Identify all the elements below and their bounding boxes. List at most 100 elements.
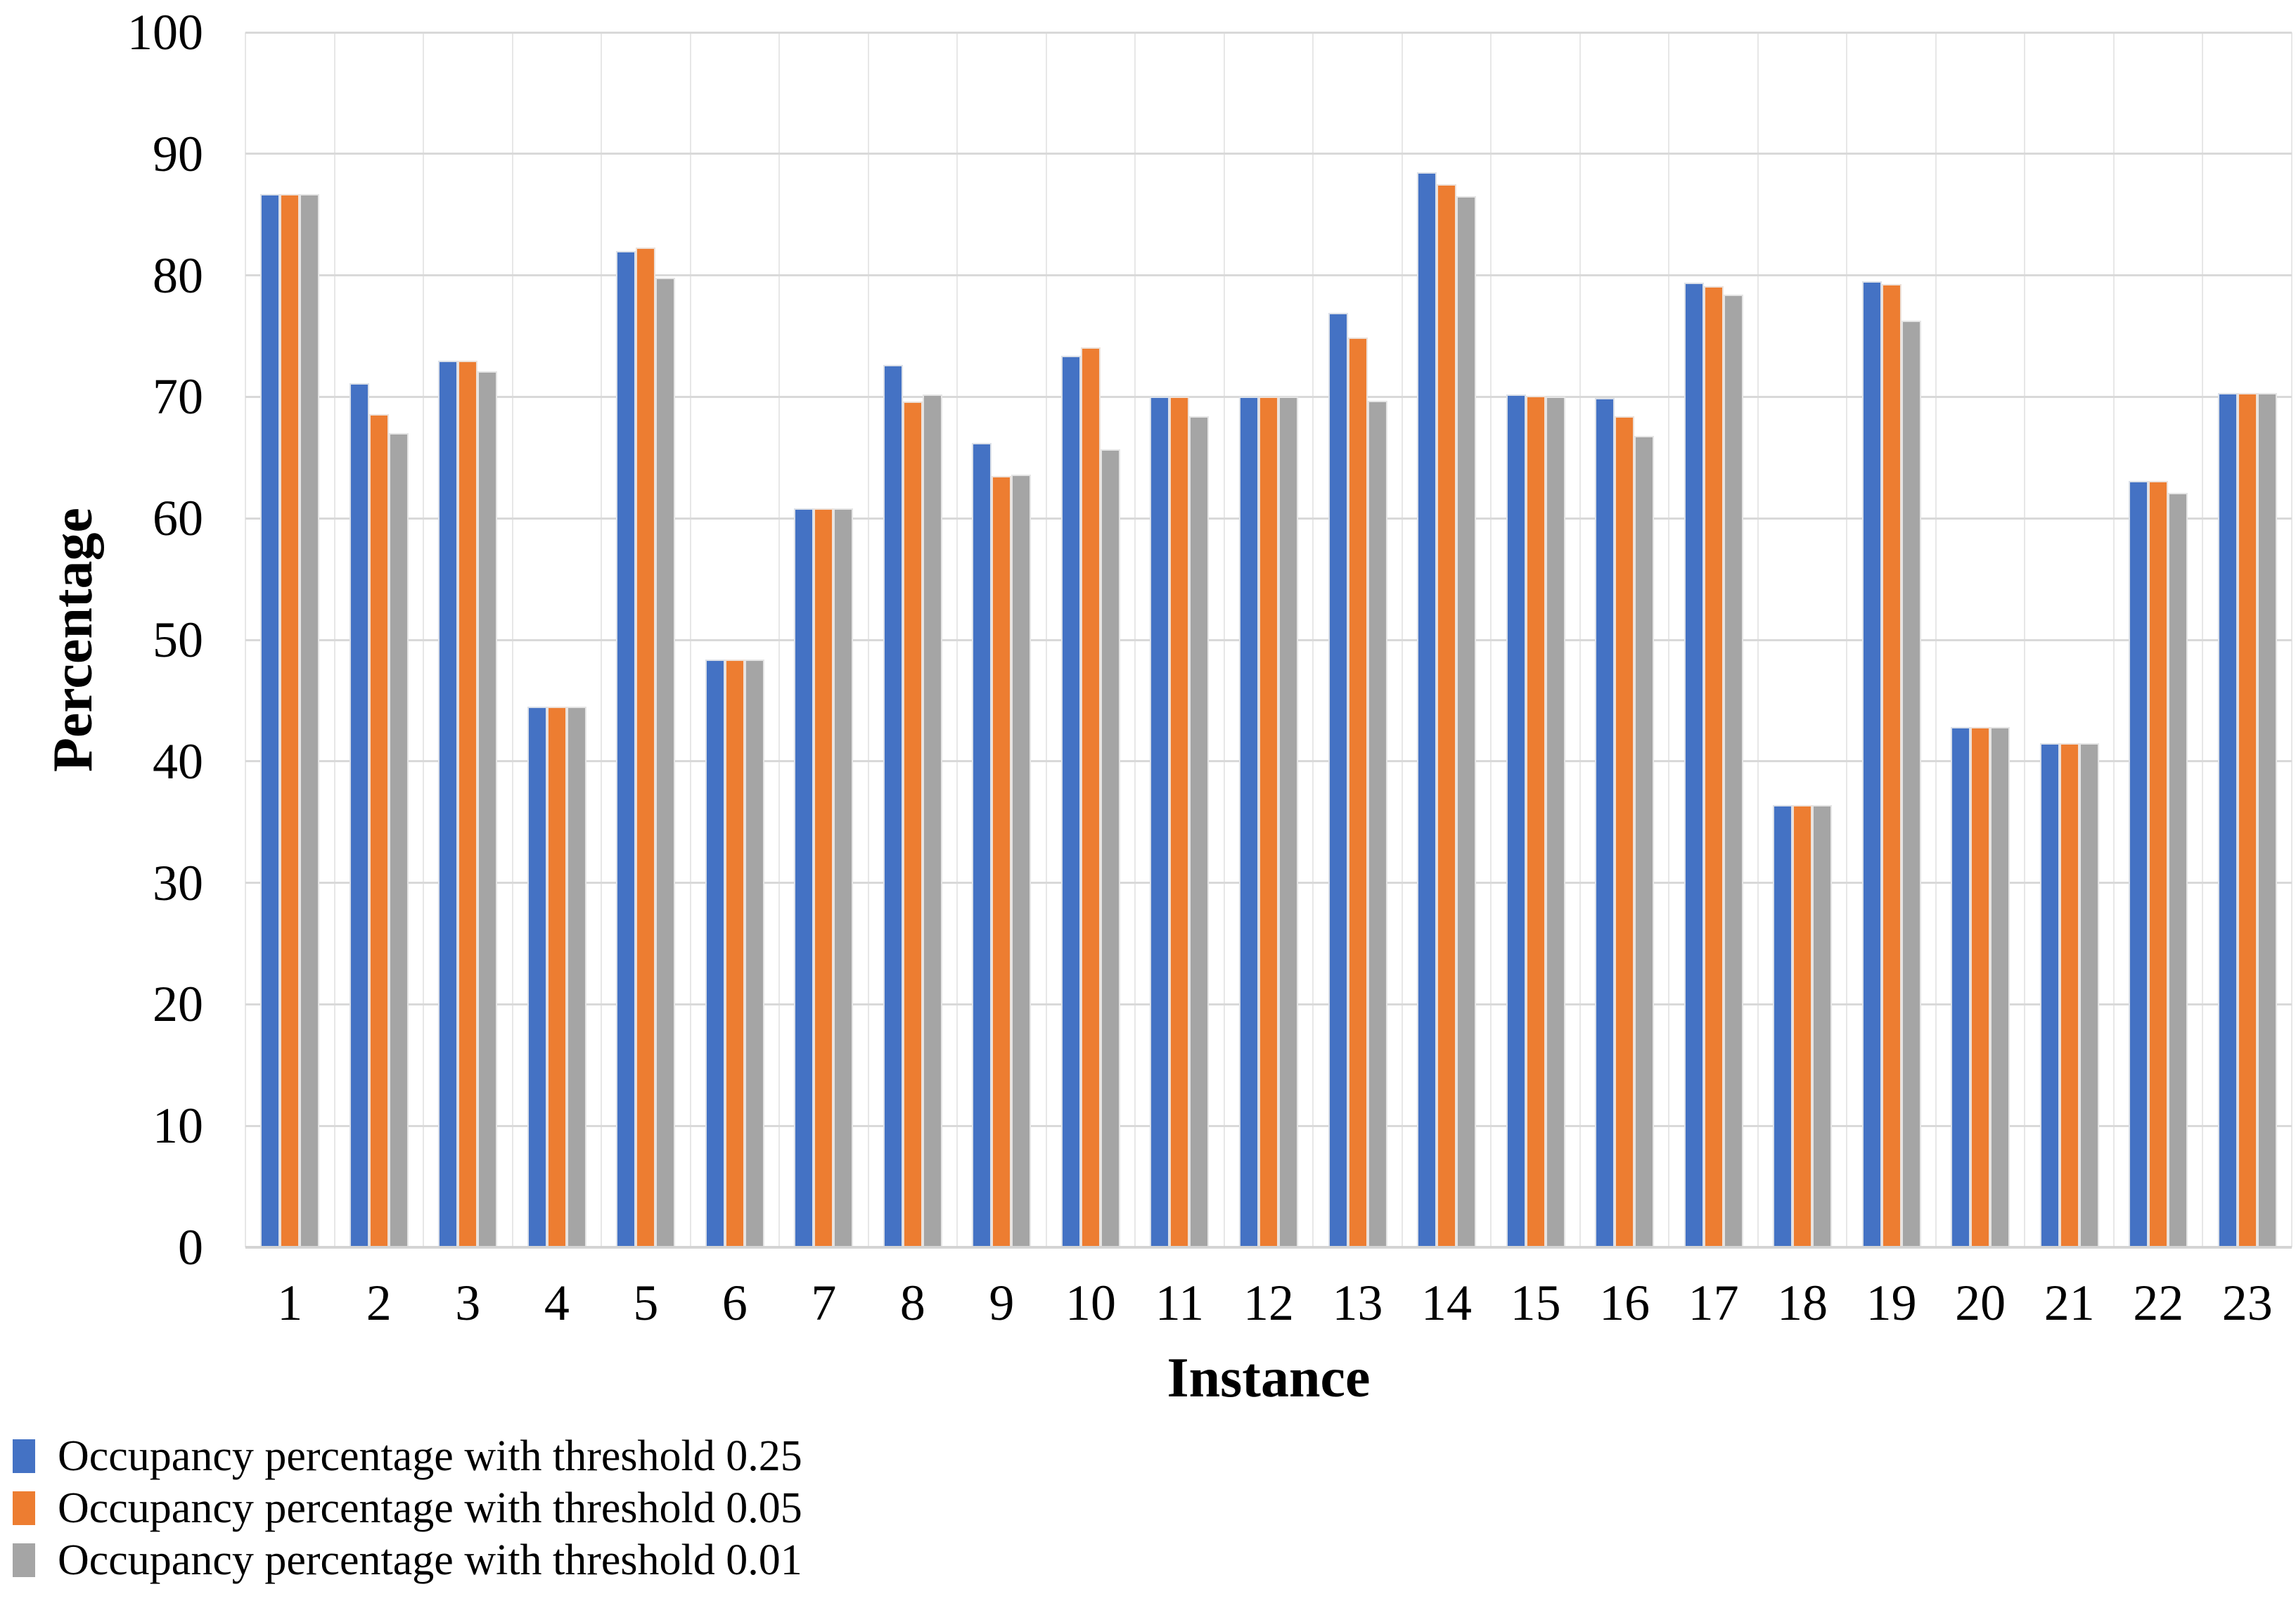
x-tick-label: 12 xyxy=(1243,1275,1294,1331)
legend-label: Occupancy percentage with threshold 0.05 xyxy=(58,1484,802,1532)
chart-legend: Occupancy percentage with threshold 0.25… xyxy=(13,1430,802,1586)
bar xyxy=(1634,435,1655,1247)
bar xyxy=(1861,281,1882,1247)
x-tick-label: 21 xyxy=(2044,1275,2095,1331)
plot-area xyxy=(245,31,2292,1249)
x-tick-label: 18 xyxy=(1777,1275,1828,1331)
bar xyxy=(477,371,498,1247)
y-tick-label: 70 xyxy=(153,368,203,425)
y-tick-label: 90 xyxy=(153,125,203,182)
y-tick-label: 20 xyxy=(153,976,203,1033)
bar xyxy=(2237,393,2257,1247)
x-tick-label: 13 xyxy=(1332,1275,1383,1331)
legend-item: Occupancy percentage with threshold 0.25 xyxy=(13,1430,802,1482)
x-tick-label: 7 xyxy=(811,1275,837,1331)
bar xyxy=(1080,347,1101,1247)
bar xyxy=(636,247,656,1247)
bar xyxy=(349,383,369,1247)
y-tick-label: 50 xyxy=(153,612,203,668)
bar xyxy=(616,251,636,1247)
bar xyxy=(1703,286,1724,1247)
legend-item: Occupancy percentage with threshold 0.01 xyxy=(13,1534,802,1586)
y-tick-label: 40 xyxy=(153,733,203,790)
gridline xyxy=(245,31,2292,34)
y-tick-label: 100 xyxy=(127,4,203,60)
bar xyxy=(1773,805,1793,1247)
bar xyxy=(794,508,814,1247)
bar xyxy=(814,508,834,1247)
x-tick-label: 19 xyxy=(1866,1275,1917,1331)
bar xyxy=(1347,337,1368,1247)
gridline xyxy=(245,395,2292,398)
bar xyxy=(2168,492,2188,1247)
legend-swatch-icon xyxy=(13,1439,35,1473)
y-tick-label: 10 xyxy=(153,1098,203,1155)
bar xyxy=(655,278,676,1247)
bar xyxy=(1100,449,1120,1247)
legend-item: Occupancy percentage with threshold 0.05 xyxy=(13,1482,802,1534)
x-tick-label: 2 xyxy=(366,1275,392,1331)
bar xyxy=(1525,395,1546,1247)
y-tick-label: 0 xyxy=(178,1219,203,1275)
bar xyxy=(1367,400,1387,1247)
bar xyxy=(1437,184,1457,1247)
bar xyxy=(1683,282,1704,1247)
x-tick-label: 5 xyxy=(633,1275,659,1331)
x-tick-label: 3 xyxy=(455,1275,481,1331)
x-tick-label: 23 xyxy=(2221,1275,2273,1331)
bar xyxy=(992,475,1012,1247)
bar xyxy=(1189,416,1210,1247)
x-axis-title: Instance xyxy=(1167,1347,1371,1409)
bar xyxy=(1239,397,1259,1247)
y-tick-label: 60 xyxy=(153,490,203,547)
bar xyxy=(902,401,923,1247)
x-tick-label: 10 xyxy=(1065,1275,1116,1331)
x-tick-label: 6 xyxy=(721,1275,748,1331)
bar xyxy=(368,413,389,1247)
x-axis-line xyxy=(245,1246,2292,1248)
gridline xyxy=(245,274,2292,277)
bar xyxy=(2257,393,2277,1247)
legend-swatch-icon xyxy=(13,1543,35,1577)
bar xyxy=(972,443,992,1247)
bar xyxy=(438,360,458,1247)
bar xyxy=(1169,397,1190,1247)
bar xyxy=(1545,397,1565,1247)
bar xyxy=(1723,295,1743,1247)
y-tick-label: 80 xyxy=(153,247,203,304)
bar xyxy=(833,508,854,1247)
bar xyxy=(1259,397,1278,1247)
bar xyxy=(1792,805,1813,1247)
x-tick-label: 11 xyxy=(1155,1275,1205,1331)
bar xyxy=(1615,416,1635,1247)
bar xyxy=(1901,320,1921,1247)
x-tick-label: 16 xyxy=(1599,1275,1650,1331)
gridline-vertical xyxy=(2291,32,2292,1247)
bar xyxy=(1456,196,1477,1247)
bar xyxy=(388,433,409,1247)
bar xyxy=(2079,742,2099,1247)
bar xyxy=(724,659,745,1247)
bar xyxy=(1328,313,1348,1247)
bar xyxy=(2039,742,2060,1247)
bar xyxy=(280,193,300,1247)
bar xyxy=(1595,398,1615,1247)
bar xyxy=(527,707,547,1247)
bar xyxy=(1881,283,1901,1247)
x-tick-label: 22 xyxy=(2133,1275,2184,1331)
bar xyxy=(566,707,586,1247)
bar xyxy=(705,659,725,1247)
bar xyxy=(1150,397,1170,1247)
x-tick-label: 14 xyxy=(1421,1275,1473,1331)
bar xyxy=(300,193,320,1247)
bar xyxy=(1011,475,1032,1247)
legend-label: Occupancy percentage with threshold 0.25 xyxy=(58,1432,802,1480)
bar xyxy=(2148,480,2169,1247)
x-tick-label: 8 xyxy=(899,1275,925,1331)
x-tick-label: 15 xyxy=(1510,1275,1561,1331)
bar xyxy=(260,193,281,1247)
legend-swatch-icon xyxy=(13,1491,35,1525)
bar xyxy=(1060,355,1081,1247)
bar xyxy=(922,394,942,1247)
